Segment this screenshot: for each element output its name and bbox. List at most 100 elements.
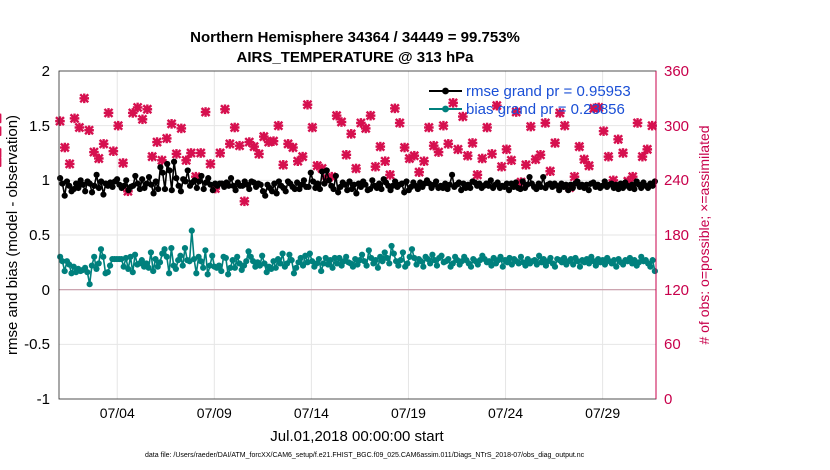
obs-marker (302, 99, 313, 110)
obs-marker (244, 137, 255, 147)
obs-marker (477, 153, 488, 164)
obs-marker (171, 149, 182, 159)
bias-point (234, 253, 241, 260)
bias-point (445, 255, 452, 263)
rmse-point (519, 178, 526, 185)
obs-marker (584, 160, 594, 171)
bias-point (438, 252, 445, 259)
bias-point (209, 252, 216, 259)
bias-point (104, 269, 111, 276)
rmse-point (75, 184, 82, 192)
obs-marker (647, 120, 657, 131)
obs-marker (574, 141, 585, 152)
obs-marker (569, 171, 580, 182)
obs-marker (511, 107, 522, 117)
rmse-point (145, 173, 153, 181)
bias-point (215, 262, 223, 269)
legend-rmse-label: rmse grand pr = 0.95953 (466, 83, 631, 100)
obs-marker (375, 141, 386, 152)
rmse-point (159, 169, 166, 176)
bias-point (202, 247, 209, 254)
bias-point (188, 227, 195, 234)
bias-point (229, 257, 236, 264)
obs-marker (637, 151, 648, 162)
obs-marker (370, 161, 381, 172)
rmse-point (155, 185, 162, 193)
rmse-point (200, 185, 207, 193)
x-tick-label: 07/09 (197, 405, 232, 421)
obs-marker (225, 139, 235, 149)
bias-point (329, 264, 336, 271)
rmse-point (487, 177, 494, 184)
obs-marker (443, 139, 454, 149)
chart-title: Northern Hemisphere 34364 / 34449 = 99.7… (190, 29, 520, 46)
rmse-point (291, 185, 298, 193)
obs-marker (346, 129, 357, 139)
y-tick-label: 2 (42, 63, 50, 80)
bias-point (386, 260, 393, 267)
obs-marker (593, 102, 604, 113)
bias-point (372, 257, 379, 264)
rmse-point (526, 173, 533, 181)
y-right-tick-label: 0 (664, 391, 672, 408)
obs-marker (487, 149, 497, 159)
rmse-point (323, 167, 330, 174)
rmse-point (376, 180, 383, 187)
bias-point (245, 248, 252, 255)
rmse-point (246, 185, 253, 193)
bias-point (388, 242, 395, 250)
bias-point (613, 263, 620, 270)
obs-marker (297, 151, 308, 162)
obs-marker (161, 133, 172, 144)
bias-point (290, 270, 298, 277)
y-tick-label: 0.5 (29, 227, 50, 244)
rmse-point (209, 187, 216, 194)
right-y-ticks: 360 300 240 180 120 60 0 (664, 63, 689, 408)
bias-point (222, 254, 229, 262)
rmse-point (82, 188, 89, 195)
bias-point (145, 264, 152, 271)
obs-marker (457, 111, 468, 122)
obs-marker (74, 122, 85, 133)
bias-point (59, 258, 66, 265)
obs-marker (632, 118, 643, 128)
obs-marker (84, 125, 94, 136)
rmse-point (257, 181, 264, 188)
bias-point (343, 253, 350, 260)
rmse-point (177, 188, 185, 195)
obs-marker (380, 156, 391, 167)
rmse-point (282, 188, 289, 195)
bias-point (243, 258, 250, 265)
rmse-point (232, 187, 239, 194)
obs-marker (220, 104, 230, 115)
bias-point (467, 263, 475, 270)
bias-series (57, 227, 658, 288)
bias-point (263, 269, 270, 276)
bias-point (288, 257, 295, 264)
bias-point (395, 262, 402, 269)
rmse-point (362, 181, 369, 188)
bias-point (374, 264, 382, 271)
bias-point (404, 260, 411, 267)
obs-marker (93, 153, 104, 164)
bias-point (499, 263, 506, 270)
legend: rmse grand pr = 0.95953 bias grand pr = … (429, 83, 631, 118)
y-right-tick-label: 60 (664, 336, 681, 353)
y-right-tick-label: 240 (664, 172, 689, 189)
rmse-point (378, 185, 385, 193)
x-ticks: 07/04 07/09 07/14 07/19 07/24 07/29 (100, 405, 621, 421)
rmse-point (512, 179, 519, 186)
bias-point (390, 250, 397, 257)
rmse-point (262, 192, 269, 199)
obs-marker (453, 144, 463, 155)
bias-point (100, 253, 107, 260)
bias-point (592, 262, 599, 269)
bias-point (84, 269, 91, 276)
rmse-point (61, 192, 68, 199)
y-right-tick-label: 120 (664, 282, 689, 299)
rmse-point (150, 190, 157, 197)
bias-point (417, 258, 425, 265)
obs-marker (428, 140, 439, 151)
bias-point (179, 262, 186, 269)
y-axis-label: rmse and bias (model - observation) (4, 115, 21, 355)
